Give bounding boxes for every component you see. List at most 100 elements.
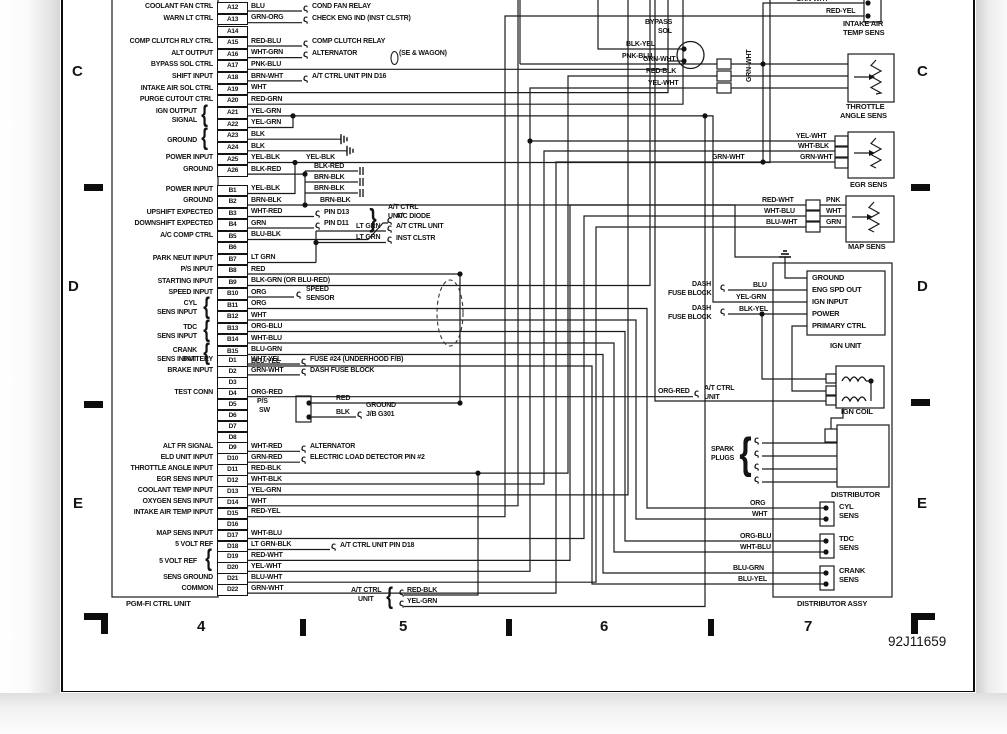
pin-function-label: PURGE CUTOUT CTRL [139,96,213,104]
squiggle-connector-icon: ς [720,281,726,293]
pin-function-label: COOLANT FAN CTRL [145,3,213,10]
wire-color-label: ORG [251,300,267,308]
wire-segment [248,215,806,540]
callout-label: SENSOR [306,295,335,302]
pin-function-label: P/S INPUT [180,266,214,273]
pin-function-label: PARK NEUT INPUT [152,254,213,262]
pin-box-B6: B6 [217,242,248,254]
pin-group-label: CYL [183,300,198,307]
pin-box-A21: A21 [217,107,248,119]
callout-label: GROUND [366,401,396,409]
distributor-assy-box [772,262,893,598]
cyl-sens-connector [819,501,835,527]
wire-color-tag: RED-YEL [826,7,856,15]
callout-label: COND FAN RELAY [312,3,371,10]
pin-box-B11: B11 [217,299,248,312]
callout-label: (SE & WAGON) [399,49,447,57]
pin-function-label: OXYGEN SENS INPUT [142,497,213,505]
wire-segment [248,87,717,572]
wire-color-label: WHT-RED [251,443,283,450]
callout-label: ELECTRIC LOAD DETECTOR PIN #2 [310,454,425,462]
callout-label: CHECK ENG IND (INST CLSTR) [312,14,411,22]
wire-color-label: YEL-GRN [251,486,282,494]
wire-color-label: RED-WHT [251,552,283,559]
pin-box-A18: A18 [217,72,248,84]
junction-dot-icon [823,549,829,555]
pin-group-label: SENS INPUT [156,332,197,340]
callout-label: UNIT [388,213,404,220]
pin-box-D6: D6 [217,409,248,422]
connector-stub [825,373,837,384]
squiggle-connector-icon: ς [720,305,726,317]
junction-dot-icon [292,159,298,166]
ign-unit-label: IGN UNIT [830,341,862,350]
wire-segment [248,307,826,509]
wire-color-tag: YEL-GRN [736,293,767,301]
junction-dot-icon [865,13,871,19]
section-letter-c-right: C [917,63,928,80]
bypass-sol-icon [676,40,705,70]
wire-color-label: RED-BLK [251,464,282,472]
wire-color-tag: PNK [826,196,841,204]
squiggle-connector-icon: ς [303,49,309,60]
junction-dot-icon [823,516,829,522]
connector-stub [716,58,732,70]
wire-color-label: YEL-GRN [251,107,282,115]
wire-segment [248,115,807,303]
grid-tick [506,619,512,636]
ps-switch-box [295,395,312,423]
wire-segment [248,0,629,496]
wire-color-label: WHT-BLK [251,475,282,483]
callout-label: A/T CTRL UNIT PIN D16 [312,72,387,80]
section-letter-e-right: E [917,495,928,512]
connector-stub [716,70,732,82]
callout-label: SW [259,406,270,414]
wire-color-tag: BRN-BLK [314,173,345,181]
wire-color-label: YEL-BLK [251,185,280,193]
wire-color-tag: BLU-YEL [738,575,767,583]
ign-unit-pin-label: PRIMARY CTRL [812,321,866,330]
ign-coil-label: IGN COIL [841,406,873,416]
crank-sens-label: SENS [839,575,859,584]
corner-mark-left [84,613,108,620]
wire-segment [248,15,864,518]
callout-label: FUSE BLOCK [668,314,712,321]
callout-label: A/T CTRL [351,586,382,594]
connector-stub [805,199,821,211]
pin-box-A19: A19 [217,83,248,96]
junction-dot-icon [306,414,312,420]
pin-box-D16: D16 [217,518,248,531]
wire-color-label: BRN-BLK [251,196,282,204]
wire-segment [248,162,296,195]
junction-dot-icon [823,570,829,576]
wire-color-tag: ORG-BLU [740,532,772,540]
pin-box-B4: B4 [217,219,248,231]
pin-box-D12: D12 [217,475,248,487]
pin-box-A25: A25 [217,153,248,166]
junction-dot-icon [868,378,874,384]
pin-box-D21: D21 [217,573,248,585]
pin-box-A20: A20 [217,95,248,107]
grid-number-6: 6 [600,618,609,635]
pin-box-B9: B9 [217,276,248,289]
callout-label: INST CLSTR [396,234,436,242]
wire-color-label: WHT [251,84,267,92]
callout-label: PIN D11 [324,220,349,227]
ign-unit-pin-label: GROUND [812,273,845,282]
pin-box-B7: B7 [217,253,248,266]
ign-unit-pin-label: IGN INPUT [812,297,849,306]
corner-mark-left [101,613,108,634]
pin-function-label: ELD UNIT INPUT [160,454,214,462]
squiggle-connector-icon: ς [331,541,337,552]
pin-function-label: TEST CONN [174,388,213,396]
squiggle-connector-icon: ς [301,355,307,367]
squiggle-connector-icon: ς [754,447,760,459]
group-brace: { [201,101,209,128]
wire-color-label: BLU-GRN [251,346,282,354]
junction-dot-icon [702,113,708,119]
junction-dot-icon [302,171,308,177]
pin-box-A12: A12 [217,2,248,14]
wire-color-tag: WHT-BLK [798,142,829,150]
junction-dot-icon [759,311,765,317]
